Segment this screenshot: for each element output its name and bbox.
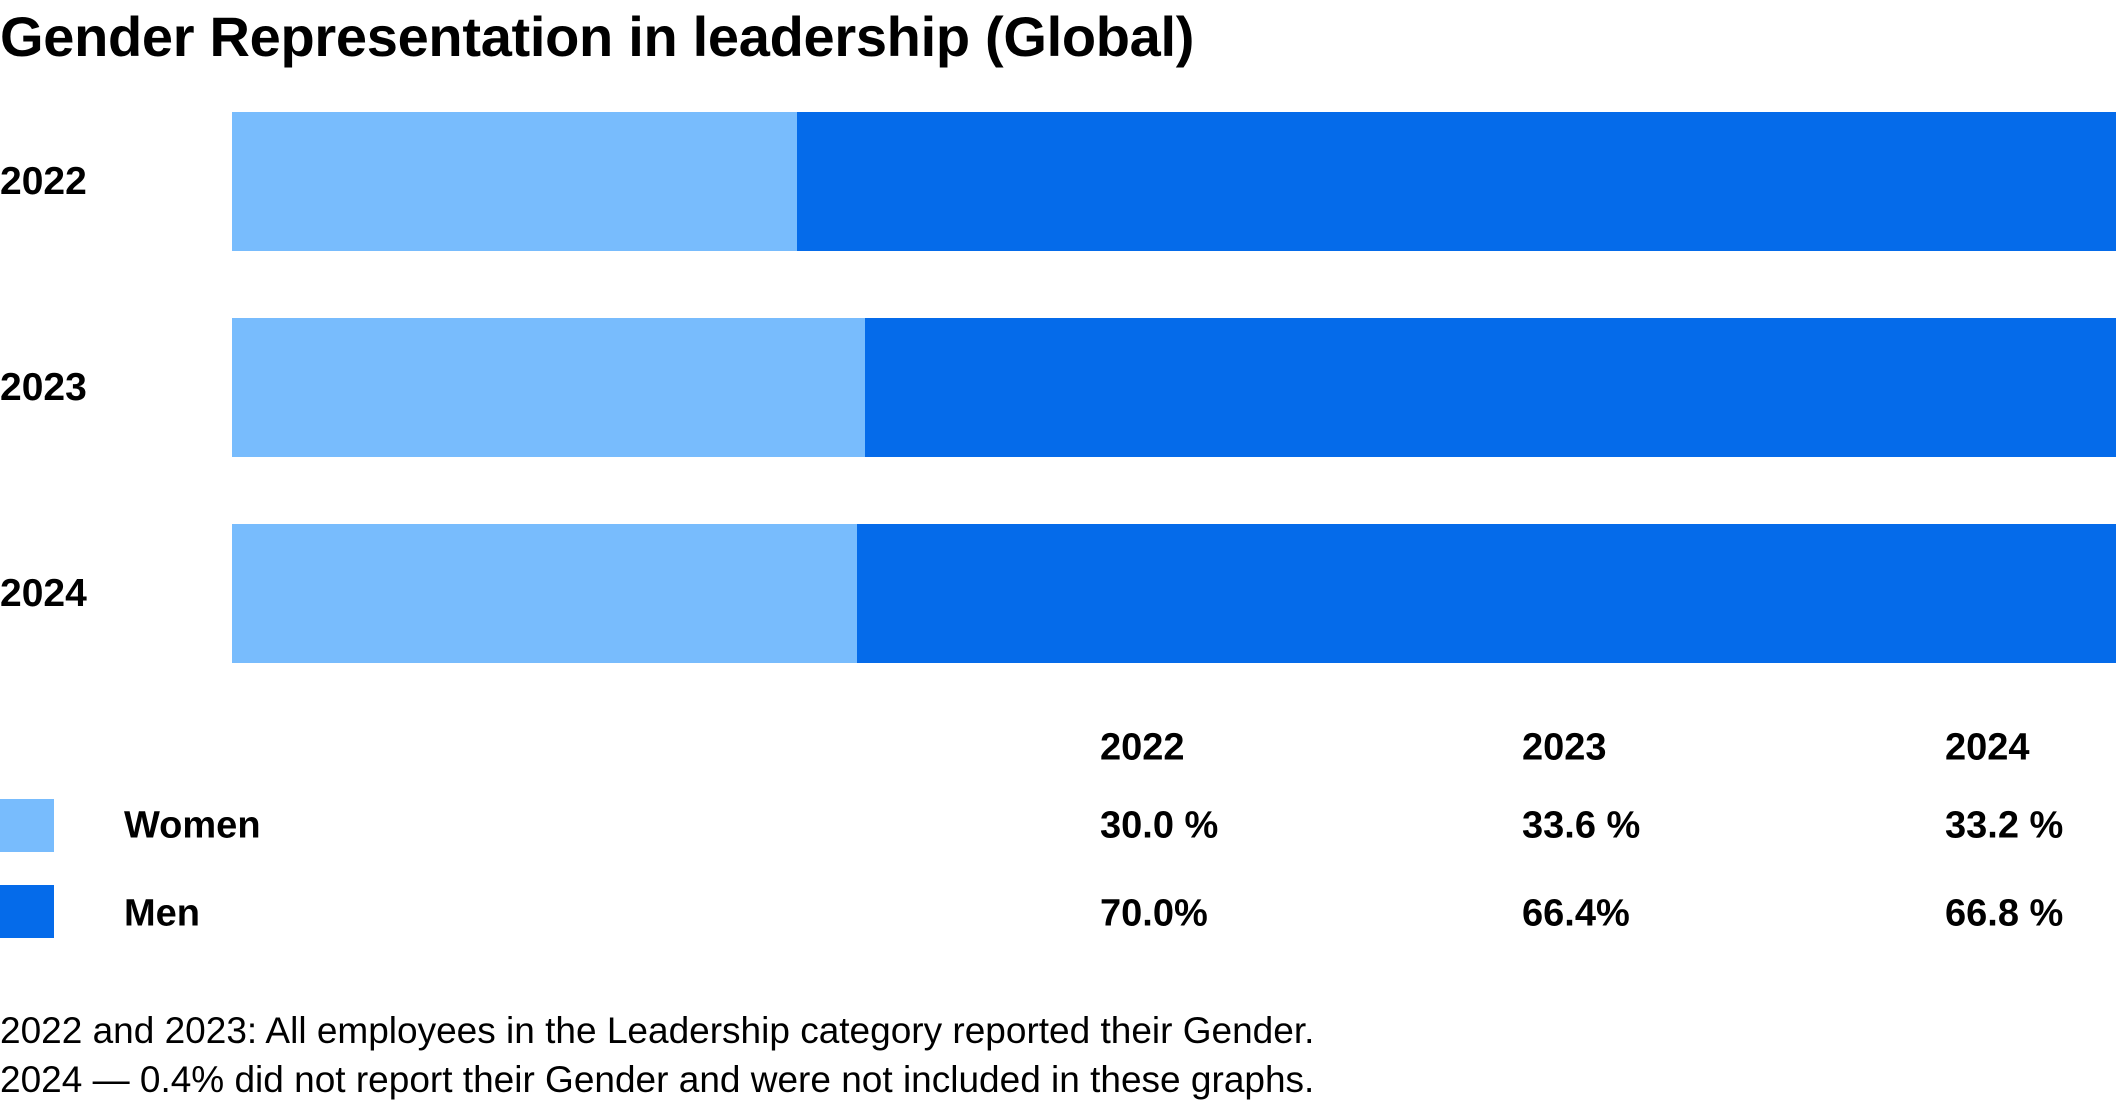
data-label: 33.6 % xyxy=(1522,804,1641,847)
bar-women-2023 xyxy=(232,318,866,457)
table-header: 2022 xyxy=(1100,726,1185,769)
y-tick-label: 2024 xyxy=(0,572,87,615)
data-label: 33.2 % xyxy=(1945,804,2064,847)
bar-women-2022 xyxy=(232,112,798,251)
bar-men-2023 xyxy=(865,318,2116,457)
data-label: 30.0 % xyxy=(1100,804,1219,847)
bar-men-2022 xyxy=(797,112,2116,251)
y-tick-label: 2022 xyxy=(0,160,87,203)
legend-swatch-women xyxy=(0,799,54,852)
legend-swatch-men xyxy=(0,885,54,938)
footnote-1: 2022 and 2023: All employees in the Lead… xyxy=(0,1010,1315,1051)
chart-title: Gender Representation in leadership (Glo… xyxy=(0,5,1195,68)
data-label: 70.0% xyxy=(1100,892,1208,935)
bar-men-2024 xyxy=(857,524,2116,663)
table-header: 2024 xyxy=(1945,726,2030,769)
data-label: 66.4% xyxy=(1522,892,1630,935)
bar-women-2024 xyxy=(232,524,858,663)
y-tick-label: 2023 xyxy=(0,366,87,409)
data-label: 66.8 % xyxy=(1945,892,2064,935)
legend-label: Women xyxy=(124,804,261,847)
legend-label: Men xyxy=(124,892,200,935)
footnote-2: 2024 — 0.4% did not report their Gender … xyxy=(0,1059,1315,1100)
table-header: 2023 xyxy=(1522,726,1607,769)
